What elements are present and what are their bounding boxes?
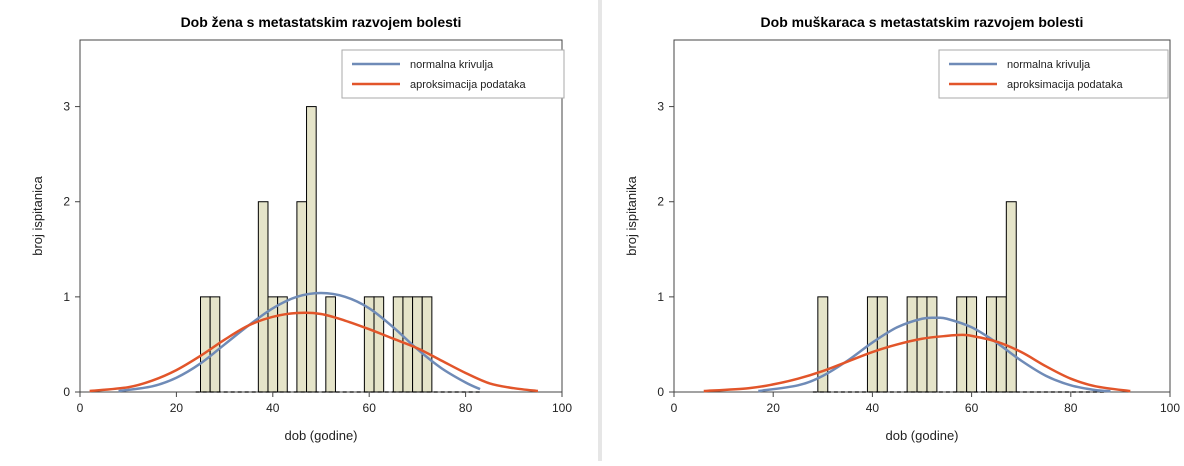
histogram-bar xyxy=(421,296,433,393)
histogram-bar xyxy=(306,106,317,393)
histogram-bar xyxy=(325,296,336,393)
x-tick-label: 80 xyxy=(1064,401,1078,415)
panel-divider xyxy=(598,0,602,461)
y-tick-label: 0 xyxy=(63,385,70,399)
x-axis-label: dob (godine) xyxy=(285,428,358,443)
histogram-bar xyxy=(412,296,423,393)
legend-entry-label: aproksimacija podataka xyxy=(1007,79,1123,91)
x-tick-label: 40 xyxy=(266,401,280,415)
chart-panel-women: Dob žena s metastatskim razvojem bolesti… xyxy=(0,0,598,461)
histogram-bar xyxy=(966,296,978,393)
x-tick-label: 60 xyxy=(965,401,979,415)
y-tick-label: 2 xyxy=(657,195,664,209)
x-tick-label: 20 xyxy=(767,401,781,415)
normal-curve-line xyxy=(118,291,481,393)
y-tick-label: 1 xyxy=(657,290,664,304)
histogram-bar xyxy=(916,296,928,393)
histogram-bar xyxy=(257,201,269,393)
chart-title: Dob muškaraca s metastatskim razvojem bo… xyxy=(761,14,1084,30)
x-tick-label: 80 xyxy=(459,401,473,415)
histogram-bar xyxy=(392,296,404,393)
y-axis-label: broj ispitanica xyxy=(30,175,45,255)
x-tick-label: 20 xyxy=(170,401,184,415)
legend-box xyxy=(341,49,565,99)
approximation-curve-line xyxy=(703,333,1131,393)
x-tick-label: 40 xyxy=(866,401,880,415)
histogram-bar xyxy=(277,296,288,393)
x-tick-label: 100 xyxy=(552,401,572,415)
legend-entry-label: normalna krivulja xyxy=(1007,59,1091,71)
x-tick-label: 60 xyxy=(363,401,377,415)
histogram-bar xyxy=(956,296,968,393)
normal-curve-line xyxy=(758,316,1111,393)
y-tick-label: 3 xyxy=(657,100,664,114)
histogram-bar xyxy=(200,296,211,393)
y-tick-label: 2 xyxy=(63,195,70,209)
histogram-bar xyxy=(985,296,997,393)
histogram-bar xyxy=(1005,201,1017,393)
x-tick-label: 0 xyxy=(77,401,84,415)
plot-frame xyxy=(79,39,563,393)
chart-title: Dob žena s metastatskim razvojem bolesti xyxy=(181,14,462,30)
y-tick-label: 1 xyxy=(63,290,70,304)
approximation-curve-line xyxy=(89,311,539,393)
histogram-bar xyxy=(926,296,938,393)
histogram-bar xyxy=(906,296,918,393)
y-axis-label: broj ispitanika xyxy=(624,175,639,255)
legend-entry-label: aproksimacija podataka xyxy=(410,79,526,91)
y-tick-label: 0 xyxy=(657,385,664,399)
x-axis-label: dob (godine) xyxy=(886,428,959,443)
histogram-bar xyxy=(876,296,888,393)
histogram-men-svg: Dob muškaraca s metastatskim razvojem bo… xyxy=(624,14,1180,443)
legend-box xyxy=(938,49,1169,99)
y-tick-label: 3 xyxy=(63,100,70,114)
chart-panel-men: Dob muškaraca s metastatskim razvojem bo… xyxy=(604,0,1184,461)
x-tick-label: 0 xyxy=(671,401,678,415)
x-tick-label: 100 xyxy=(1160,401,1180,415)
legend-entry-label: normalna krivulja xyxy=(410,59,494,71)
histogram-bar xyxy=(209,296,221,393)
histogram-women-svg: Dob žena s metastatskim razvojem bolesti… xyxy=(30,14,572,443)
